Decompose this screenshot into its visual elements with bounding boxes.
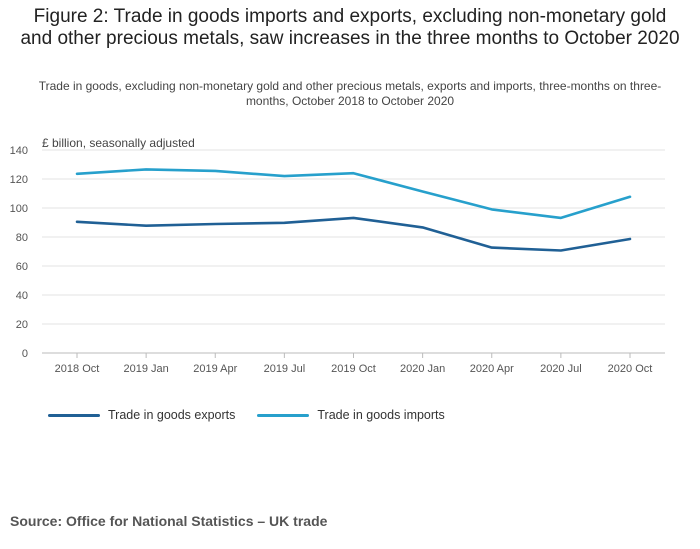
y-tick-label: 140 bbox=[10, 145, 28, 157]
y-axis-ticks: 0 20 40 60 80 100 120 140 bbox=[10, 145, 28, 360]
series-line-imports bbox=[75, 168, 632, 220]
x-tick-label: 2020 Jan bbox=[400, 363, 445, 375]
x-tick-label: 2019 Jan bbox=[123, 363, 168, 375]
x-tick-label: 2020 Jul bbox=[540, 363, 582, 375]
legend-item-imports: Trade in goods imports bbox=[257, 408, 445, 422]
x-tick-label: 2019 Jul bbox=[264, 363, 306, 375]
y-tick-label: 120 bbox=[10, 174, 28, 186]
line-chart: 0 20 40 60 80 100 120 140 2018 Oct 2019 Jan 2019 … bbox=[10, 145, 665, 375]
x-tick-label: 2019 Apr bbox=[193, 363, 237, 375]
legend-swatch-exports bbox=[48, 413, 100, 417]
y-tick-label: 20 bbox=[16, 319, 28, 331]
legend-label-imports: Trade in goods imports bbox=[317, 408, 445, 422]
y-axis-label: £ billion, seasonally adjusted bbox=[42, 136, 195, 150]
y-tick-label: 0 bbox=[22, 348, 28, 360]
series-line-exports bbox=[75, 216, 632, 252]
legend: Trade in goods exports Trade in goods im… bbox=[48, 408, 467, 422]
x-axis-ticks: 2018 Oct 2019 Jan 2019 Apr 2019 Jul 2019 Oct… bbox=[55, 353, 653, 375]
y-tick-label: 80 bbox=[16, 232, 28, 244]
series-lines bbox=[75, 168, 632, 252]
x-tick-label: 2019 Oct bbox=[331, 363, 376, 375]
chart-subtitle: Trade in goods, excluding non-monetary g… bbox=[38, 79, 662, 108]
x-tick-label: 2020 Oct bbox=[608, 363, 653, 375]
chart-title: Figure 2: Trade in goods imports and exp… bbox=[20, 6, 680, 49]
y-tick-label: 60 bbox=[16, 261, 28, 273]
y-tick-label: 40 bbox=[16, 290, 28, 302]
legend-item-exports: Trade in goods exports bbox=[48, 408, 235, 422]
legend-label-exports: Trade in goods exports bbox=[108, 408, 236, 422]
source-note: Source: Office for National Statistics –… bbox=[10, 513, 328, 529]
gridlines bbox=[42, 149, 665, 354]
x-tick-label: 2020 Apr bbox=[470, 363, 514, 375]
y-tick-label: 100 bbox=[10, 203, 28, 215]
x-tick-label: 2018 Oct bbox=[55, 363, 100, 375]
legend-swatch-imports bbox=[257, 413, 310, 417]
